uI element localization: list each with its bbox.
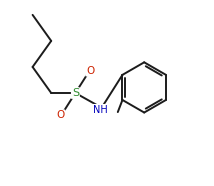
Text: S: S [72,88,79,98]
Text: O: O [86,66,94,76]
Text: O: O [56,110,65,120]
Text: NH: NH [93,105,108,115]
